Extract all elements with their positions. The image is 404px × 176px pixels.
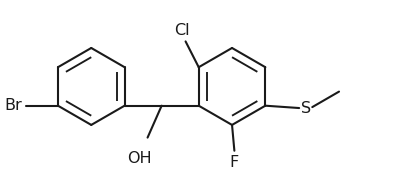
Text: Cl: Cl	[174, 23, 189, 38]
Text: S: S	[301, 100, 311, 115]
Text: Br: Br	[4, 98, 22, 113]
Text: F: F	[230, 155, 239, 170]
Text: OH: OH	[127, 151, 152, 166]
